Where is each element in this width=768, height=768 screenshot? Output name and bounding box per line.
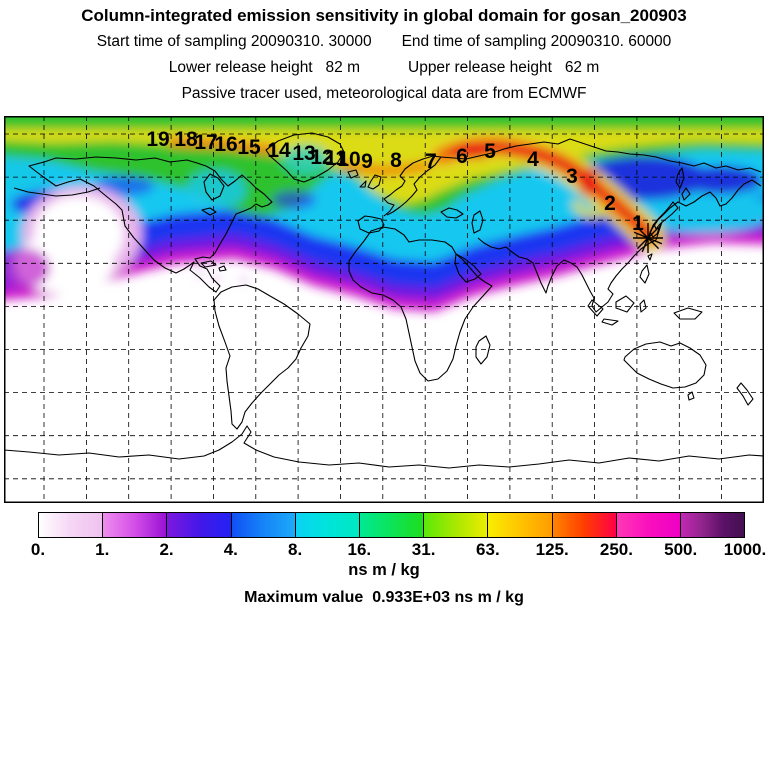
lower-release-text: Lower release height 82 m [168,59,360,76]
colorbar-segment-250-500 [616,513,681,537]
trajectory-point-13: 13 [292,142,315,165]
trajectory-point-16: 16 [214,133,237,156]
trajectory-point-8: 8 [390,149,402,172]
colorbar-tick-8: 8. [287,540,303,559]
trajectory-point-18: 18 [174,128,198,151]
colorbar-segment-1-2 [103,513,168,537]
colorbar-segment-4-8 [231,513,296,537]
trajectory-point-6: 6 [456,145,468,168]
colorbar-tick-labels: 0. 1. 2. 4. 8. 16. 31. 63. 125. 250. 500. 1000. [0,540,768,562]
trajectory-point-2: 2 [604,192,616,215]
colorbar-segment-0-1 [39,513,104,537]
trajectory-point-3: 3 [566,165,578,188]
world-map-panel: 1 2 3 4 5 6 7 8 9 10 11 12 13 14 15 16 17 18 19 [3,116,765,503]
colorbar-tick-16: 16. [347,540,372,559]
colorbar-tick-500: 500. [664,540,698,559]
colorbar [38,512,745,538]
trajectory-point-5: 5 [484,140,496,163]
colorbar-tick-0: 0. [30,540,46,559]
colorbar-units-label: ns m / kg [348,561,420,579]
colorbar-segment-63-125 [488,513,553,537]
colorbar-segment-8-16 [295,513,360,537]
plot-title: Column-integrated emission sensitivity i… [81,6,687,25]
trajectory-point-12: 12 [310,146,333,169]
colorbar-tick-63: 63. [476,540,500,559]
tracer-info-line: Passive tracer used, meteorological data… [181,85,587,102]
receptor-star-ray [641,223,655,253]
end-time-text: End time of sampling 20090310. 60000 [401,33,672,50]
trajectory-point-11: 11 [325,147,348,170]
trajectory-point-10: 10 [337,148,360,171]
colorbar-segment-500-1000 [680,513,745,537]
colorbar-segment-16-31 [359,513,425,537]
colorbar-tick-1: 1. [95,540,110,559]
colorbar-segment-31-63 [424,513,489,537]
map-border [4,116,764,503]
start-time-text: Start time of sampling 20090310. 30000 [96,33,372,50]
colorbar-tick-1000: 1000. [723,540,767,559]
trajectory-point-9: 9 [361,150,373,173]
colorbar-tick-250: 250. [599,540,633,559]
sampling-times-line: Start time of sampling 20090310. 30000 E… [0,33,768,51]
colorbar-tick-31: 31. [411,540,436,559]
release-heights-line: Lower release height 82 m Upper release … [0,59,768,77]
trajectory-point-15: 15 [237,136,261,159]
trajectory-point-17: 17 [194,131,217,154]
colorbar-segment-2-4 [167,513,232,537]
colorbar-tick-4: 4. [223,540,238,559]
colorbar-tick-125: 125. [535,540,569,559]
trajectory-point-1: 1 [632,212,644,235]
trajectory-point-4: 4 [527,148,539,171]
max-value-label: Maximum value 0.933E+03 ns m / kg [244,589,524,606]
colorbar-tick-2: 2. [159,540,174,559]
trajectory-point-14: 14 [267,139,291,162]
trajectory-point-19: 19 [146,128,169,151]
upper-release-text: Upper release height 62 m [408,59,600,76]
trajectory-point-7: 7 [425,150,437,173]
sensitivity-field [4,116,764,312]
graticule-gridlines [4,116,764,503]
colorbar-segment-125-250 [552,513,617,537]
coastlines [3,132,765,469]
